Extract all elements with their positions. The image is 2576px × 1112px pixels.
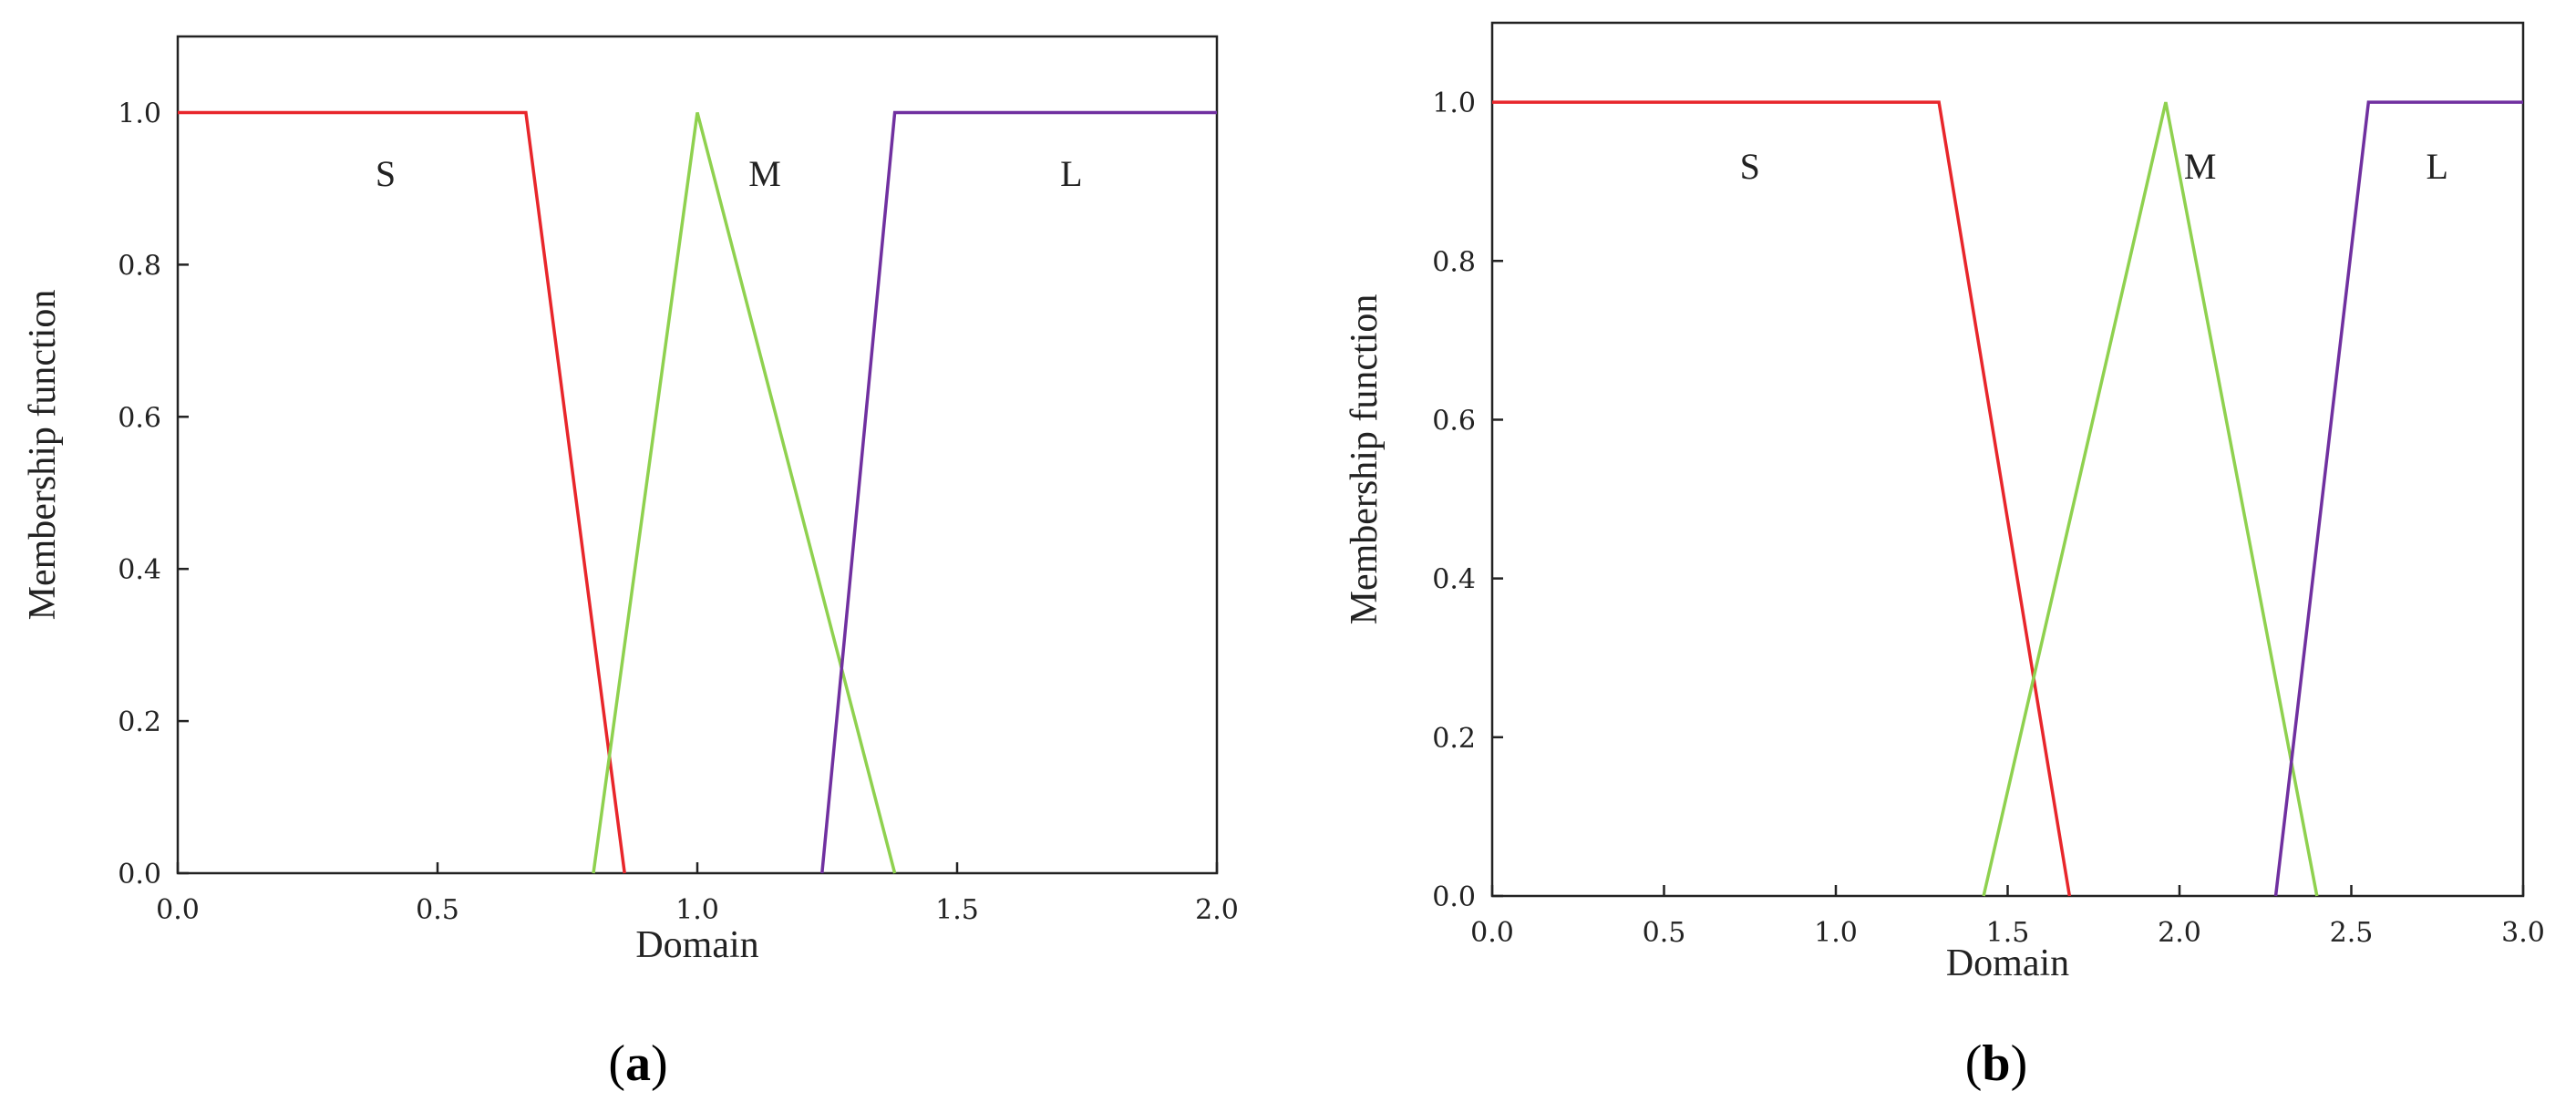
series-label-l: L: [2427, 146, 2448, 187]
x-tick-label: 1.5: [935, 894, 979, 926]
chart-panel-b: 0.0 0.5 1.0 1.5 2.0 2.5 3.0 0.0 0.2 0.4 0.6 0.8 1.0 D…: [1344, 21, 2545, 1092]
y-tick-label: 0.4: [1432, 564, 1476, 596]
x-tick-label: 1.5: [1986, 917, 2030, 949]
y-axis-title: Membership function: [1344, 294, 1386, 625]
series-label-s: S: [376, 153, 396, 194]
series-line-m: [1982, 101, 2319, 897]
panel-label-close-paren: ): [2011, 1035, 2028, 1092]
x-axis-title: Domain: [635, 924, 758, 966]
series-label-m: M: [748, 153, 781, 194]
x-tick-label: 1.0: [675, 894, 719, 926]
x-tick-label: 2.0: [2158, 917, 2201, 949]
series-line-l: [820, 110, 1217, 874]
x-tick-label: 0.0: [1470, 917, 1514, 949]
series-line-m: [592, 112, 897, 874]
panel-label-open-paren: (: [1965, 1035, 1983, 1092]
panel-label: (b): [1965, 1035, 2027, 1092]
x-axis-title: Domain: [1946, 942, 2069, 984]
panel-label-letter: b: [1982, 1035, 2010, 1092]
y-tick-label: 1.0: [118, 98, 161, 129]
y-tick-label: 0.0: [118, 859, 161, 891]
y-tick-label: 0.2: [118, 706, 161, 738]
series-label-m: M: [2184, 146, 2217, 187]
x-tick-label: 0.5: [1643, 917, 1686, 949]
series-label-l: L: [1060, 153, 1082, 194]
plot-frame: [1490, 21, 2525, 898]
x-tick-label: 2.0: [1195, 894, 1239, 926]
y-tick-label: 0.8: [1432, 246, 1476, 278]
panel-label: (a): [608, 1035, 667, 1092]
y-axis-title: Membership function: [22, 290, 64, 621]
series-line-l: [2273, 100, 2523, 897]
y-tick-label: 0.2: [1432, 723, 1476, 755]
x-tick-label: 2.5: [2330, 917, 2374, 949]
y-tick-label: 0.4: [118, 554, 161, 586]
series-label-s: S: [1740, 146, 1760, 187]
x-tick-label: 0.0: [156, 894, 200, 926]
chart-panel-a: 0.0 0.5 1.0 1.5 2.00.00.20.40.60.81.0DomainM…: [22, 35, 1239, 1092]
y-tick-label: 0.0: [1432, 881, 1476, 913]
panel-label-letter: a: [625, 1035, 651, 1092]
panel-label-open-paren: (: [608, 1035, 625, 1092]
x-tick-label: 0.5: [416, 894, 459, 926]
y-tick-label: 0.6: [118, 402, 161, 434]
y-tick-label: 0.6: [1432, 405, 1476, 437]
x-tick-label: 1.0: [1814, 917, 1858, 949]
series-line-s: [1492, 100, 2072, 897]
x-tick-label: 3.0: [2501, 917, 2545, 949]
y-tick-label: 0.8: [118, 250, 161, 282]
series-line-s: [178, 110, 626, 874]
y-tick-label: 1.0: [1432, 88, 1476, 119]
panel-label-close-paren: ): [651, 1035, 668, 1092]
